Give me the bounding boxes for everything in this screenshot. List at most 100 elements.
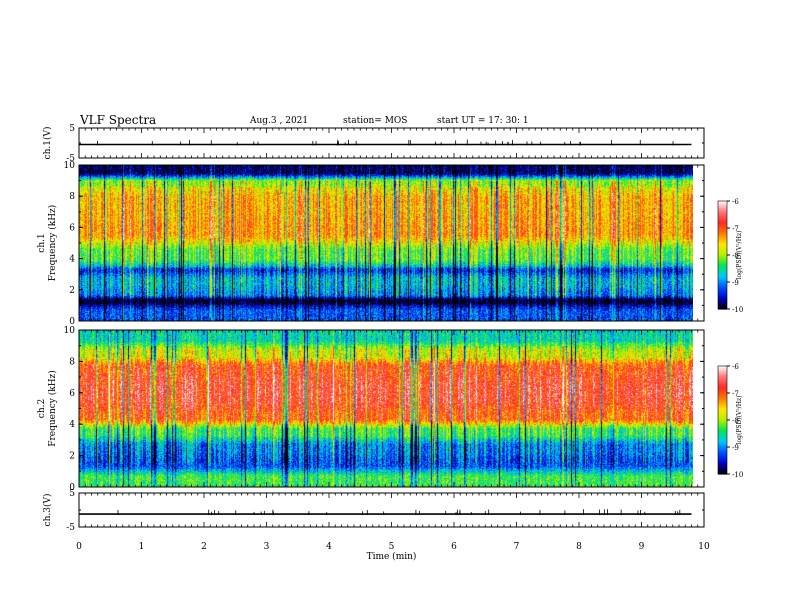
colorbar-swatch xyxy=(718,371,727,374)
colorbar-swatch xyxy=(718,439,727,443)
colorbar-swatch xyxy=(718,269,727,272)
colorbar-swatch xyxy=(718,238,727,242)
colorbar-swatch xyxy=(718,389,727,392)
colorbar-swatch xyxy=(718,282,727,285)
colorbar-swatch xyxy=(718,307,727,310)
colorbar-swatch xyxy=(718,201,727,204)
colorbar-swatch xyxy=(718,235,727,238)
colorbar-swatch xyxy=(718,447,727,450)
colorbar-swatch xyxy=(718,274,727,278)
colorbar-swatch xyxy=(718,305,727,308)
colorbar-swatch xyxy=(718,224,727,227)
y-tick-label: 4 xyxy=(69,255,75,265)
colorbar-swatch xyxy=(718,220,727,224)
colorbar-swatch xyxy=(718,373,727,376)
colorbar-swatch xyxy=(718,441,727,444)
colorbar-label: log(PSD)(V²/Hz) xyxy=(736,396,743,445)
start-time-label: start UT = 17: 30: 1 xyxy=(437,116,529,126)
colorbar-tick-label: -8 xyxy=(732,252,739,260)
y-tick-label: 8 xyxy=(69,357,75,367)
y-tick-label: 6 xyxy=(69,389,75,399)
colorbar-label: log(PSD)(V²/Hz) xyxy=(736,231,743,280)
y-axis-label: ch.1(V) xyxy=(42,127,53,160)
colorbar-swatch xyxy=(718,405,727,408)
colorbar-swatch xyxy=(718,414,727,417)
y-tick-label: 6 xyxy=(69,223,75,233)
colorbar-swatch xyxy=(718,465,727,468)
colorbar-swatch xyxy=(718,375,727,378)
colorbar-swatch xyxy=(718,285,727,288)
colorbar-swatch xyxy=(718,425,727,428)
colorbar-swatch xyxy=(718,226,727,229)
colorbar-swatch xyxy=(718,246,727,249)
y-tick-label: -5 xyxy=(66,523,75,533)
colorbar-swatch xyxy=(718,265,727,269)
y-tick-label: 5 xyxy=(69,489,75,499)
colorbar-swatch xyxy=(718,382,727,385)
ch3-waveform-panel: 5 -5 ch.3(V) xyxy=(42,489,705,533)
colorbar-swatch xyxy=(718,206,727,209)
colorbar-swatch xyxy=(718,402,727,405)
colorbar-swatch xyxy=(718,420,727,423)
colorbar-swatch xyxy=(718,450,727,453)
colorbar-swatch xyxy=(718,294,727,297)
colorbar-swatch xyxy=(718,366,727,369)
colorbar-swatch xyxy=(718,434,727,437)
colorbar-swatch xyxy=(718,416,727,419)
colorbar-swatch xyxy=(718,384,727,387)
colorbar-swatch xyxy=(718,228,727,231)
colorbar-tick-label: -9 xyxy=(732,444,739,452)
colorbar-swatch xyxy=(718,385,727,389)
colorbar-swatch xyxy=(718,202,727,206)
colorbar-swatch xyxy=(718,448,727,452)
y-axis-label: ch.1Frequency (kHz) xyxy=(37,205,58,282)
y-tick-label: 2 xyxy=(69,452,75,462)
colorbar-swatch xyxy=(718,394,727,398)
colorbar-swatch xyxy=(718,260,727,263)
colorbar-swatch xyxy=(718,430,727,434)
colorbar-swatch xyxy=(718,278,727,281)
colorbar-swatch xyxy=(718,445,727,448)
colorbar-swatch xyxy=(718,452,727,455)
colorbar-swatch xyxy=(718,258,727,261)
colorbar-swatch xyxy=(718,463,727,466)
y-tick-label: 10 xyxy=(64,161,76,171)
colorbar-swatch xyxy=(718,393,727,396)
colorbar-swatch xyxy=(718,378,727,381)
colorbar-tick-label: -9 xyxy=(732,279,739,287)
colorbar-swatch xyxy=(718,296,727,299)
colorbar-swatch xyxy=(718,470,727,473)
colorbar-swatch xyxy=(718,249,727,252)
colorbar-swatch xyxy=(718,287,727,290)
colorbar-swatch xyxy=(718,418,727,421)
colorbar-tick-label: -10 xyxy=(732,306,743,314)
colorbar-swatch xyxy=(718,436,727,439)
colorbar-swatch xyxy=(718,262,727,265)
colorbar-swatch xyxy=(718,409,727,412)
colorbar-swatch xyxy=(718,427,727,430)
colorbar-swatch xyxy=(718,369,727,372)
y-tick-label: -5 xyxy=(66,154,75,164)
y-tick-label: 4 xyxy=(69,420,75,430)
colorbar-swatch xyxy=(718,267,727,270)
colorbar-swatch xyxy=(718,217,727,220)
colorbar-swatch xyxy=(718,376,727,380)
colorbar-swatch xyxy=(718,204,727,207)
colorbar-swatch xyxy=(718,429,727,432)
figure-title: VLF Spectra xyxy=(79,113,156,127)
colorbar-swatch xyxy=(718,264,727,267)
colorbar-swatch xyxy=(718,219,727,222)
x-tick-label: 5 xyxy=(389,542,395,552)
y-tick-label: 0 xyxy=(69,483,75,493)
colorbar-swatch xyxy=(718,456,727,459)
colorbar-swatch xyxy=(718,380,727,383)
colorbar-swatch xyxy=(718,298,727,301)
ch2-spectrogram-panel: 0 2 4 6 8 10 ch.2Frequency (kHz) xyxy=(37,326,705,493)
ch1-spectrogram-panel: 0 2 4 6 8 10 ch.1Frequency (kHz) xyxy=(37,161,705,327)
colorbar-swatch xyxy=(718,461,727,464)
station-label: station= MOS xyxy=(343,116,407,126)
colorbar-swatch xyxy=(718,300,727,303)
ch3-waveform-frame xyxy=(78,492,705,528)
colorbar-swatch xyxy=(718,253,727,256)
